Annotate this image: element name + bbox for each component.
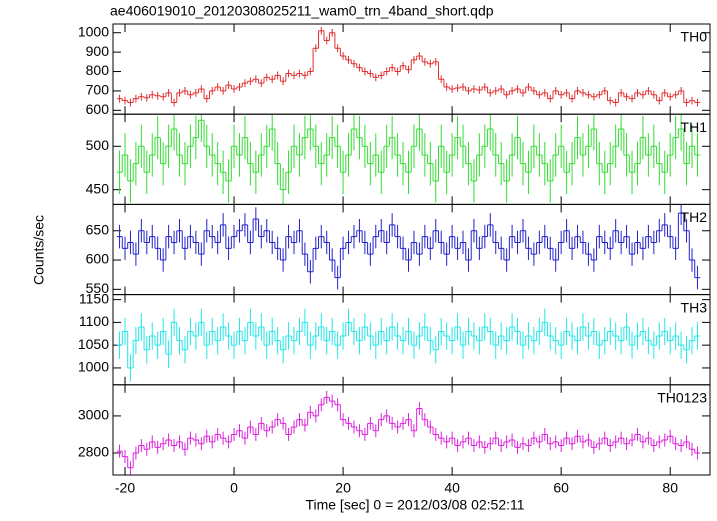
y-tick-label: 1100 — [79, 313, 109, 329]
y-tick-label: 550 — [86, 280, 110, 296]
y-tick-label: 600 — [86, 251, 110, 267]
y-tick-label: 1000 — [78, 23, 109, 39]
y-tick-label: 700 — [86, 82, 110, 98]
y-tick-label: 450 — [86, 180, 110, 196]
series-label: TH0123 — [657, 390, 707, 406]
y-tick-label: 1050 — [78, 336, 109, 352]
y-tick-label: 2800 — [78, 444, 109, 460]
series-label: TH1 — [681, 119, 708, 135]
y-axis-label: Counts/sec — [31, 215, 47, 285]
y-tick-label: 3000 — [78, 407, 109, 423]
panel-frame — [112, 384, 711, 476]
x-tick-label: 20 — [335, 480, 351, 496]
y-tick-label: 500 — [86, 137, 110, 153]
series-label: TH2 — [681, 209, 708, 225]
y-tick-label: 800 — [86, 62, 110, 78]
chart-title: ae406019010_20120308025211_wam0_trn_4ban… — [110, 3, 494, 19]
y-tick-label: 650 — [86, 221, 110, 237]
x-tick-label: 40 — [444, 480, 460, 496]
x-tick-label: 0 — [230, 480, 238, 496]
x-tick-label: -20 — [115, 480, 135, 496]
series-label: TH0 — [681, 29, 708, 45]
series-label: TH3 — [681, 299, 708, 315]
y-tick-label: 1150 — [79, 290, 109, 306]
y-tick-label: 900 — [86, 43, 110, 59]
x-tick-label: 80 — [662, 480, 678, 496]
x-tick-label: 60 — [553, 480, 569, 496]
y-tick-label: 600 — [86, 101, 110, 117]
y-tick-label: 1000 — [78, 359, 109, 375]
x-axis-label: Time [sec] 0 = 2012/03/08 02:52:11 — [305, 497, 524, 513]
